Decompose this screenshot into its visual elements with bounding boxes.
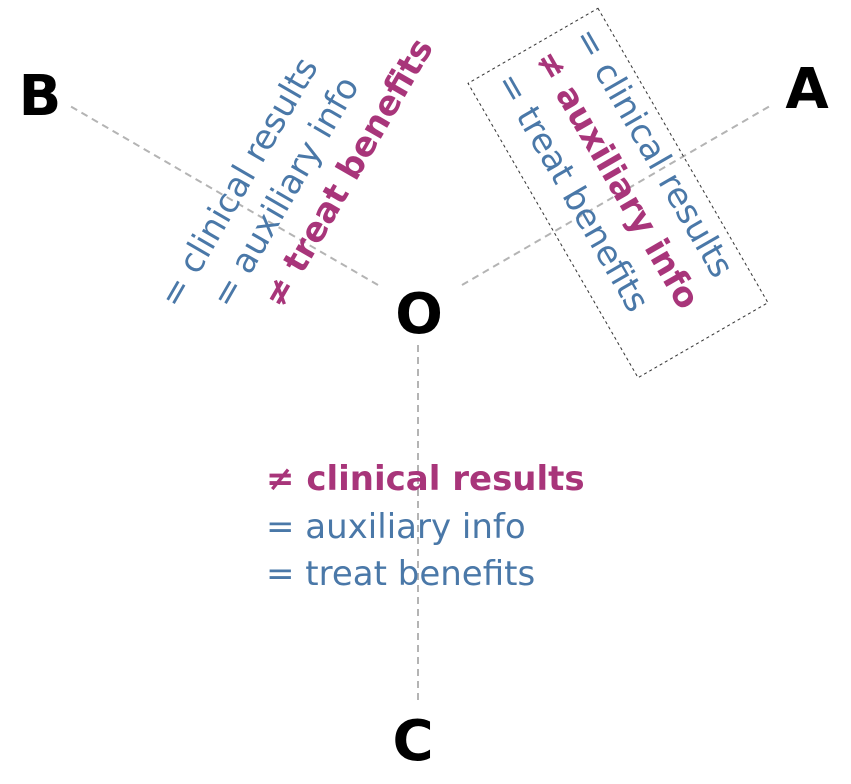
branch-a-text: = clinical results ≠ auxiliary info = tr… (488, 21, 741, 319)
branch-c-text: ≠ clinical results = auxiliary info = tr… (266, 459, 585, 594)
branch-c-line-2: = auxiliary info (266, 507, 526, 547)
point-label-o: O (395, 282, 443, 347)
point-label-c: C (392, 709, 433, 774)
branch-c-line-1: ≠ clinical results (266, 459, 585, 499)
point-label-a: A (785, 57, 829, 122)
branch-c-line-3: = treat benefits (266, 554, 535, 594)
point-label-b: B (19, 64, 62, 129)
